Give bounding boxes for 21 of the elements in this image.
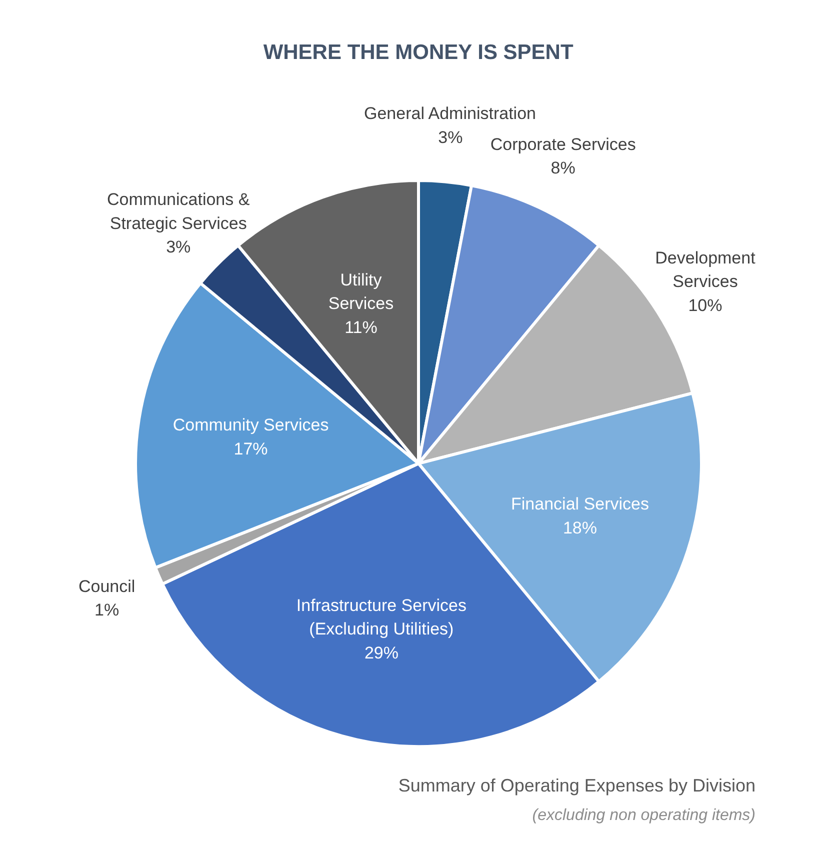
slice-label: Communications & Strategic Services [107, 190, 250, 233]
slice-label: Community Services [172, 416, 329, 435]
slice-label: Infrastructure Services (Excluding Utilities) [296, 596, 466, 639]
slice-label: Development Services [655, 248, 756, 292]
data-label: 8% [550, 158, 576, 178]
slice-label: Council [78, 576, 136, 596]
slice-label: Utility Services [328, 270, 394, 314]
data-label: 17% [234, 439, 268, 458]
data-label: 10% [688, 296, 722, 315]
slice-label: Financial Services [511, 494, 649, 514]
data-label: 18% [562, 518, 598, 538]
slice-label: Corporate Services [490, 134, 636, 154]
data-label: 3% [438, 128, 463, 147]
data-label: 29% [364, 643, 398, 662]
data-label: 1% [94, 600, 120, 620]
data-label: 3% [166, 238, 191, 257]
text: Summary of Operating Expenses by Division [398, 776, 756, 796]
chart-title: WHERE THE MONEY IS SPENT [263, 41, 574, 64]
data-label: 11% [344, 318, 378, 337]
text: (excluding non operating items) [532, 807, 756, 824]
slice-label: General Administration [364, 104, 536, 124]
